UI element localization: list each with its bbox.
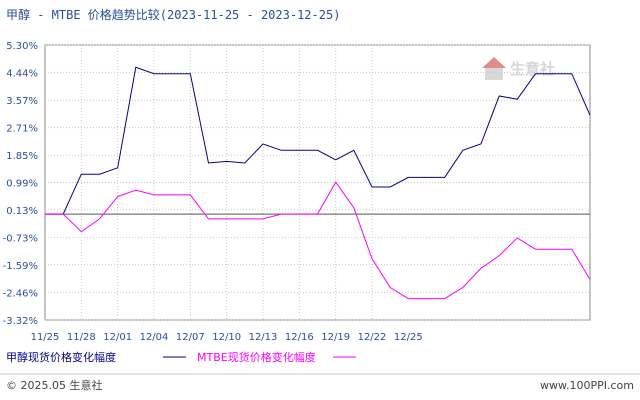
footer-site-link[interactable]: www.100PPI.com — [540, 379, 634, 392]
series-lines — [45, 66, 591, 300]
series-line-mtbe — [45, 181, 591, 300]
y-tick-label: -3.32% — [3, 316, 38, 327]
legend: 甲醇现货价格变化幅度 MTBE现货价格变化幅度 — [6, 350, 356, 364]
watermark-house-icon — [485, 68, 503, 80]
x-tick-label: 11/25 — [31, 332, 60, 343]
x-tick-label: 12/04 — [140, 332, 169, 343]
watermark-text: 生意社 — [510, 60, 555, 78]
y-tick-label: -1.59% — [3, 261, 38, 272]
y-tick-label: -2.46% — [3, 289, 38, 300]
y-tick-label: 1.85% — [6, 151, 38, 162]
x-tick-label: 12/19 — [321, 332, 350, 343]
y-tick-label: 2.71% — [6, 124, 38, 135]
x-tick-label: 12/01 — [103, 332, 132, 343]
x-tick-label: 11/28 — [67, 332, 96, 343]
legend-label-mtbe: MTBE现货价格变化幅度 — [197, 350, 316, 364]
x-tick-label: 12/13 — [249, 332, 278, 343]
y-tick-label: 5.30% — [6, 41, 38, 52]
legend-label-methanol: 甲醇现货价格变化幅度 — [6, 350, 116, 364]
x-tick-label: 12/22 — [358, 332, 387, 343]
y-tick-label: 4.44% — [6, 68, 38, 79]
chart-title: 甲醇 - MTBE 价格趋势比较(2023-11-25 - 2023-12-25… — [6, 7, 340, 22]
x-tick-label: 12/07 — [176, 332, 205, 343]
x-tick-label: 12/25 — [394, 332, 423, 343]
y-tick-label: -0.73% — [3, 233, 38, 244]
y-axis-ticks: 5.30% 4.44% 3.57% 2.71% 1.85% 0.99% 0.13% -0.73… — [3, 41, 38, 327]
series-line-methanol — [45, 66, 591, 215]
footer-copyright: © 2025.05 生意社 — [6, 378, 102, 392]
x-tick-label: 12/10 — [212, 332, 241, 343]
y-tick-label: 0.13% — [6, 206, 38, 217]
watermark-roof-icon — [482, 57, 506, 68]
y-tick-label: 0.99% — [6, 179, 38, 190]
y-tick-label: 3.57% — [6, 96, 38, 107]
watermark-logo: 生意社 — [482, 57, 555, 80]
x-tick-label: 12/16 — [285, 332, 314, 343]
x-axis-ticks: 11/25 11/28 12/01 12/04 12/07 12/10 12/13 12/16… — [31, 332, 423, 343]
